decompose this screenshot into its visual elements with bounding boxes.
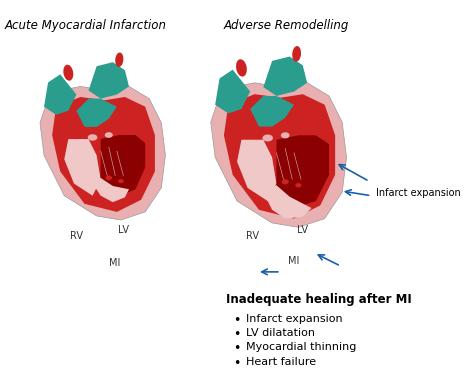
Polygon shape (44, 74, 76, 115)
Text: Infarct expansion: Infarct expansion (246, 314, 342, 324)
Text: Myocardial thinning: Myocardial thinning (246, 342, 356, 352)
Text: Heart failure: Heart failure (246, 357, 316, 366)
Polygon shape (264, 56, 307, 96)
Polygon shape (264, 185, 311, 219)
Ellipse shape (236, 59, 247, 77)
Text: LV: LV (118, 225, 129, 235)
Polygon shape (215, 70, 250, 113)
Ellipse shape (295, 183, 301, 188)
Text: Acute Myocardial Infarction: Acute Myocardial Infarction (5, 19, 167, 31)
Polygon shape (224, 94, 335, 219)
Text: •: • (233, 357, 241, 370)
Polygon shape (52, 97, 155, 212)
Text: RV: RV (70, 230, 82, 241)
Polygon shape (76, 99, 117, 127)
Text: Inadequate healing after MI: Inadequate healing after MI (226, 293, 411, 306)
Text: •: • (233, 314, 241, 327)
Ellipse shape (106, 175, 112, 180)
Ellipse shape (115, 53, 123, 67)
Ellipse shape (281, 132, 290, 138)
Polygon shape (237, 140, 276, 201)
Polygon shape (89, 62, 129, 99)
Text: RV: RV (246, 230, 259, 241)
Text: MI: MI (109, 258, 120, 268)
Polygon shape (211, 83, 346, 227)
Ellipse shape (282, 179, 289, 185)
Text: LV: LV (297, 225, 308, 235)
Ellipse shape (263, 135, 273, 141)
Text: LV dilatation: LV dilatation (246, 328, 315, 338)
Ellipse shape (64, 65, 73, 81)
Polygon shape (250, 96, 294, 127)
Text: MI: MI (288, 256, 299, 266)
Ellipse shape (292, 46, 301, 62)
Ellipse shape (118, 179, 124, 183)
Ellipse shape (88, 134, 98, 141)
Polygon shape (276, 135, 329, 208)
Text: Adverse Remodelling: Adverse Remodelling (224, 19, 349, 31)
Ellipse shape (105, 132, 113, 138)
Text: •: • (233, 342, 241, 356)
Polygon shape (92, 178, 129, 202)
Polygon shape (100, 135, 145, 197)
Text: •: • (233, 328, 241, 341)
Polygon shape (64, 139, 100, 196)
Polygon shape (40, 86, 165, 220)
Text: Infarct expansion: Infarct expansion (376, 188, 461, 198)
